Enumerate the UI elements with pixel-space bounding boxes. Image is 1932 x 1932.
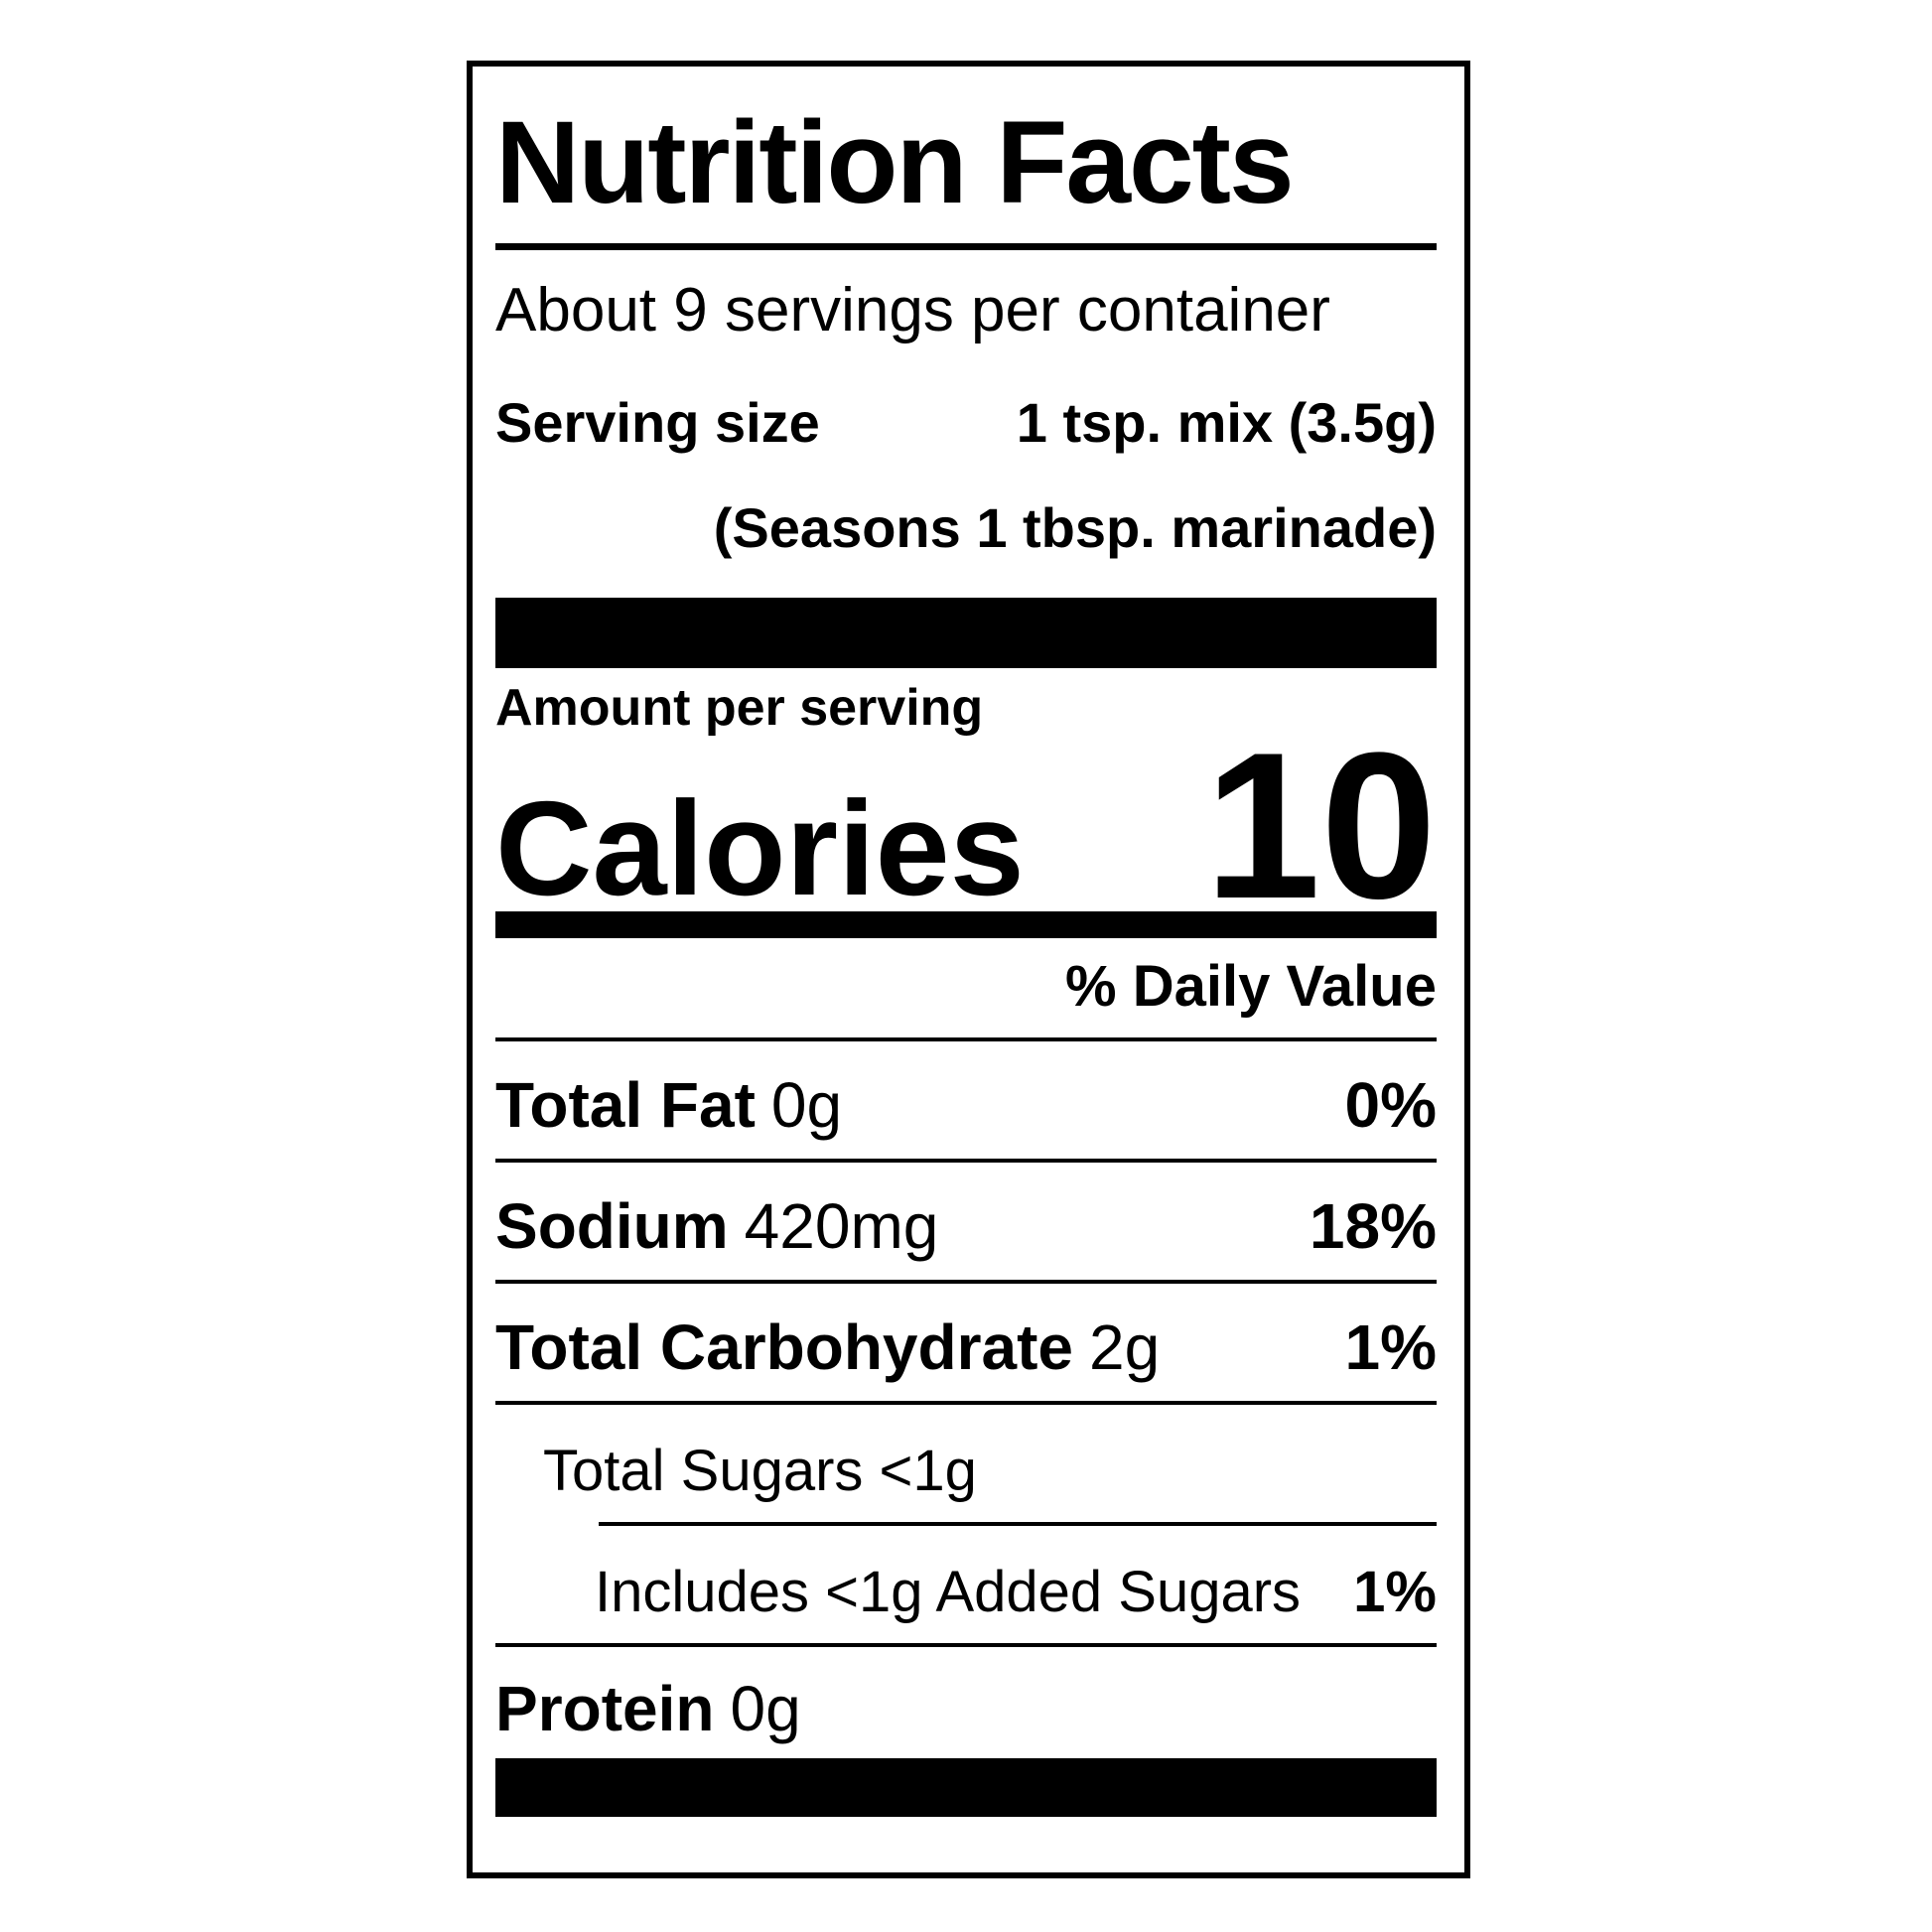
nutrient-row-total-sugars: Total Sugars <1g [495, 1405, 1437, 1522]
calories-row: Calories 10 [495, 722, 1437, 929]
medium-bar [495, 911, 1437, 938]
divider [599, 1522, 1437, 1526]
nutrient-amount: 0g [730, 1673, 801, 1744]
nutrient-dv: 0% [1344, 1069, 1438, 1141]
nutrient-amount: 2g [1089, 1311, 1161, 1383]
daily-value-header: % Daily Value [1065, 954, 1437, 1019]
serving-note: (Seasons 1 tbsp. marinade) [713, 496, 1437, 559]
calories-value: 10 [1204, 709, 1437, 942]
divider [495, 1643, 1437, 1647]
nutrient-row-protein: Protein 0g [495, 1647, 1437, 1758]
nutrient-name: Protein [495, 1673, 715, 1744]
servings-per-container: About 9 servings per container [495, 276, 1330, 345]
nutrient-name: Total Sugars <1g [543, 1439, 977, 1503]
amount-per-serving: Amount per serving [495, 679, 984, 737]
nutrient-name: Total Carbohydrate [495, 1311, 1073, 1383]
divider [495, 1401, 1437, 1405]
amount-row: Amount per serving [495, 668, 1437, 738]
calories-label: Calories [495, 772, 1025, 923]
servings-row: About 9 servings per container [495, 250, 1437, 359]
nutrient-row-added-sugars: Includes <1g Added Sugars 1% [495, 1526, 1437, 1643]
nutrient-dv: 1% [1353, 1560, 1437, 1624]
nutrient-dv: 18% [1309, 1190, 1437, 1262]
divider [495, 1159, 1437, 1163]
divider [495, 1037, 1437, 1041]
nutrition-facts-label: Nutrition Facts About 9 servings per con… [467, 61, 1470, 1878]
nutrient-amount: 0g [770, 1069, 843, 1141]
nutrient-dv: 1% [1344, 1311, 1438, 1383]
nutrient-name: Includes <1g Added Sugars [595, 1560, 1302, 1624]
title: Nutrition Facts [495, 97, 1295, 228]
daily-value-row: % Daily Value [495, 938, 1437, 1037]
nutrient-name: Sodium [495, 1190, 729, 1262]
nutrient-name: Total Fat [495, 1069, 756, 1141]
serving-size-row: Serving size 1 tsp. mix (3.5g) [495, 359, 1437, 469]
title-row: Nutrition Facts [495, 67, 1437, 243]
thick-bar [495, 598, 1437, 668]
nutrient-row-sodium: Sodium 420mg 18% [495, 1163, 1437, 1280]
nutrient-row-total-carbohydrate: Total Carbohydrate 2g 1% [495, 1284, 1437, 1401]
serving-note-row: (Seasons 1 tbsp. marinade) [495, 469, 1437, 578]
nutrient-row-total-fat: Total Fat 0g 0% [495, 1041, 1437, 1159]
divider [495, 243, 1437, 250]
divider [495, 1280, 1437, 1284]
serving-size-value: 1 tsp. mix (3.5g) [1016, 391, 1437, 454]
thick-bar [495, 1758, 1437, 1817]
serving-size-label: Serving size [495, 391, 820, 454]
nutrient-amount: 420mg [744, 1190, 939, 1262]
